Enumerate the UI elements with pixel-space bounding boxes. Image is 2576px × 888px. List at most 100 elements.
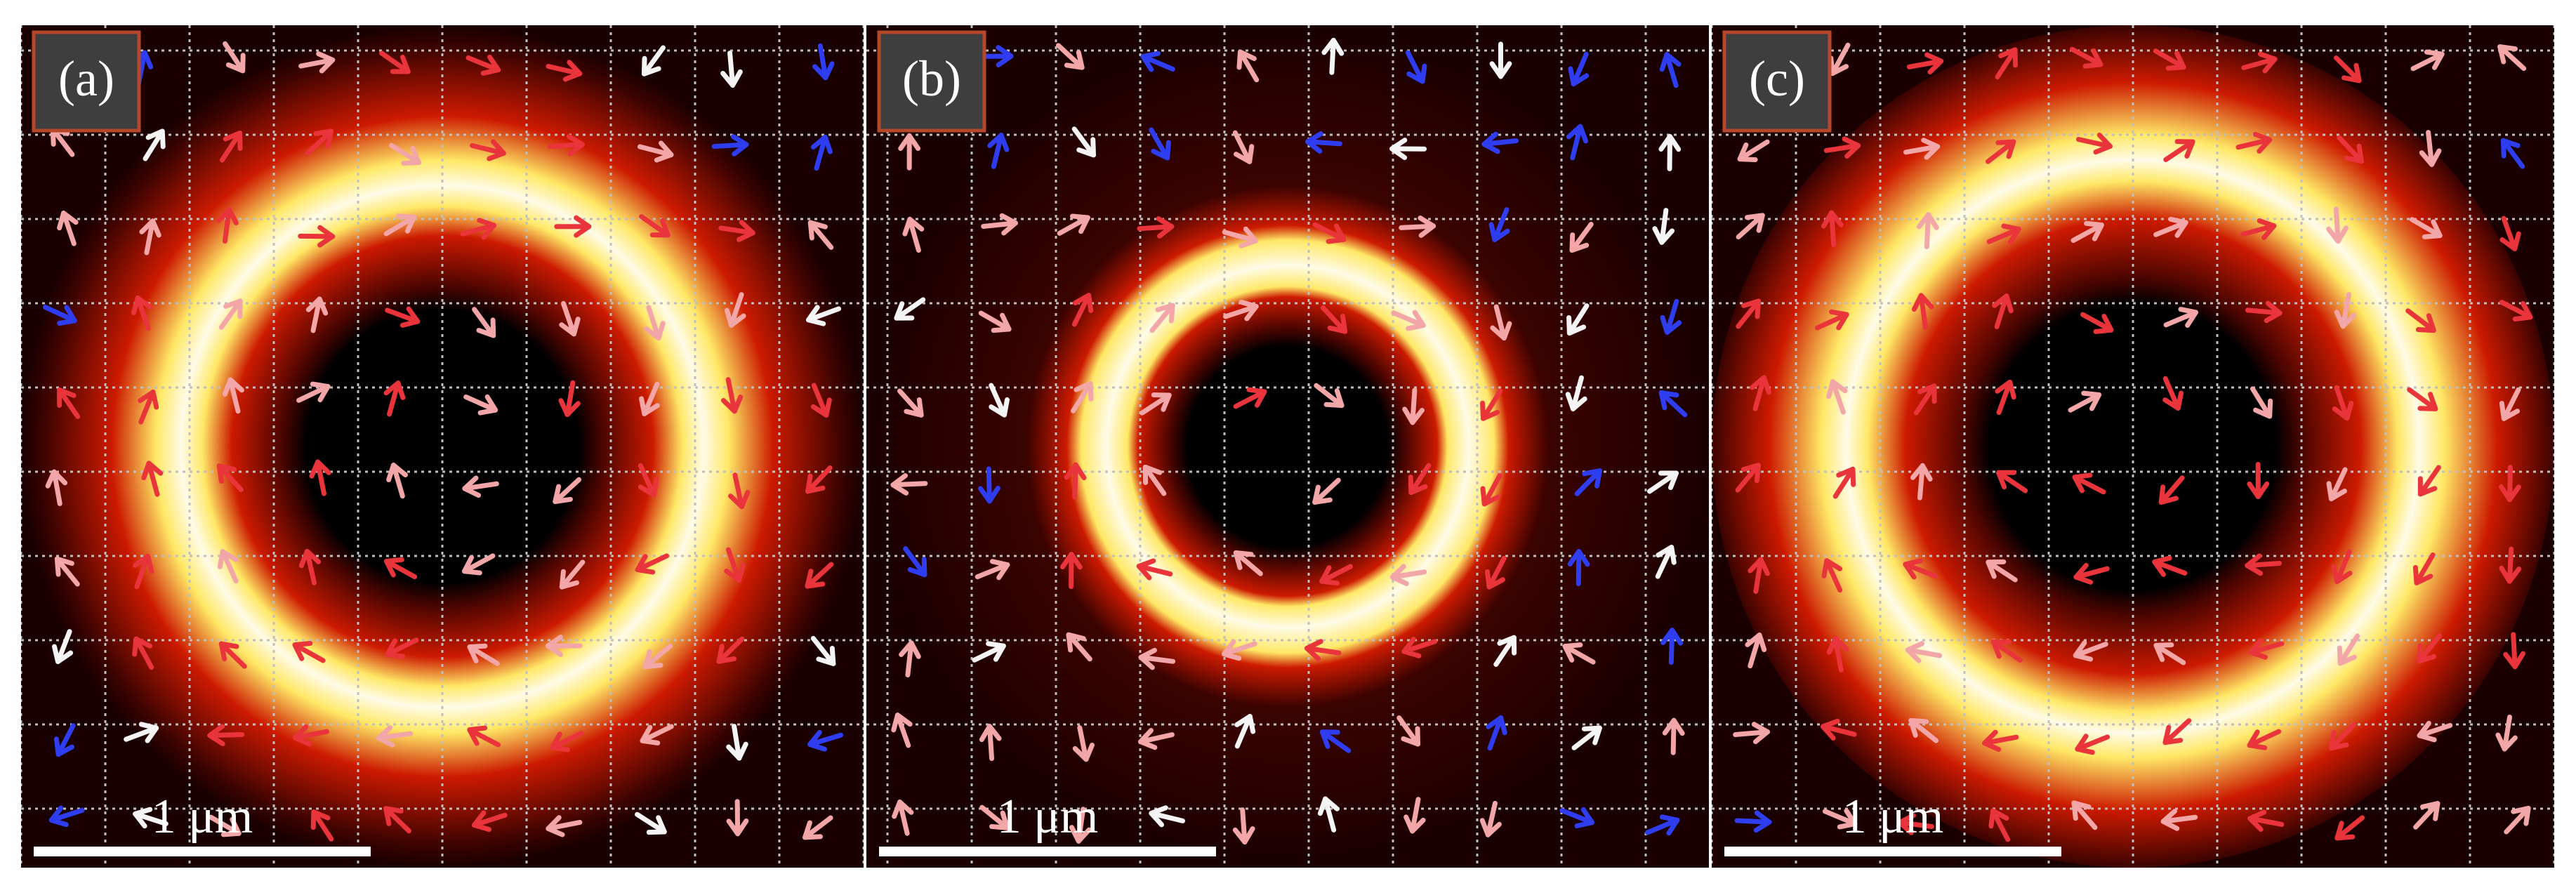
panel-b-label-box [877,30,986,133]
field-arrow [897,388,924,418]
field-arrow [216,463,244,493]
field-arrow [726,799,749,837]
field-arrow [1832,466,1856,499]
panel-c-label-text: (c) [1749,51,1805,107]
field-arrow [1396,715,1421,747]
field-arrow [1057,213,1090,236]
field-arrow [385,306,421,328]
field-arrow [807,729,844,752]
field-arrow [644,305,666,341]
field-arrow [892,799,914,836]
field-arrow [1232,130,1255,164]
field-arrow [639,214,671,238]
field-arrow [640,724,674,745]
field-arrow [2413,801,2440,830]
field-arrow [1234,714,1256,749]
field-arrow [979,804,1010,830]
field-arrow [2419,130,2442,167]
field-arrow [310,809,334,842]
field-arrow [2250,386,2273,419]
field-arrow [978,310,1012,333]
field-arrow [1645,814,1680,836]
field-arrow [545,635,583,657]
panel-b-label-text: (b) [902,51,961,107]
field-arrow [805,562,834,589]
field-arrow [305,128,334,156]
field-arrow [1569,221,1594,253]
field-arrow [1312,477,1341,505]
field-arrow [2499,300,2533,322]
field-arrow [2410,49,2445,72]
field-arrow [2152,555,2188,577]
field-arrow [2075,132,2113,155]
field-arrow [2504,805,2531,835]
field-arrow [2075,734,2111,755]
field-arrow [635,811,667,835]
field-arrow [462,553,496,576]
field-arrow [292,641,326,663]
field-arrow [51,629,74,664]
field-arrow [1484,555,1507,590]
field-arrow [1568,51,1590,87]
field-arrow [1480,472,1502,507]
field-arrow [1055,43,1085,70]
panel-a-label: (a) [32,30,141,133]
field-arrow [810,635,836,666]
field-arrow [2072,472,2106,495]
field-arrow [217,549,239,584]
field-arrow [550,731,584,753]
field-arrow [1233,550,1263,576]
field-arrow [1574,468,1602,496]
field-arrow [53,723,76,757]
field-arrow [1736,298,1762,329]
field-arrow [975,559,1010,581]
field-arrow [546,60,583,82]
field-arrow [207,724,245,747]
field-arrow [222,377,244,414]
panel-a-scale-bar: 1 μm [34,790,371,856]
field-arrow [1071,380,1094,413]
field-arrow [638,463,659,498]
field-arrow [1405,50,1427,84]
field-arrow [987,133,1010,169]
field-arrow [548,133,585,157]
field-arrow [57,387,81,419]
field-arrow [1389,138,1427,160]
field-arrow [309,459,331,496]
field-arrow [1906,52,1944,75]
field-arrow [143,128,166,161]
field-arrow [1646,470,1679,494]
field-arrow [728,472,751,510]
field-arrow [1314,383,1345,409]
field-arrow [726,724,748,761]
field-arrow [2412,552,2436,585]
panel-a-scale-bar-label: 1 μm [152,790,253,844]
field-arrow [1735,463,1762,493]
field-arrow [1734,810,1772,833]
panel-b-scale-bar-line [879,847,1216,856]
field-arrow [1736,213,1765,240]
field-arrow [2333,55,2362,84]
field-arrow [216,206,239,244]
panel-a-arrows [42,41,844,842]
field-arrow [138,390,159,425]
field-arrow [1897,813,1934,835]
field-arrow [467,643,500,666]
field-arrow [1566,124,1589,161]
field-arrow [48,805,85,828]
panel-a: (a) 1 μm [21,25,864,868]
field-arrow [802,815,833,840]
field-arrow [141,460,164,497]
panel-c-scale-bar-label: 1 μm [1842,790,1943,844]
field-arrow [1821,718,1857,741]
field-arrow [1903,558,1938,580]
field-arrow [1571,725,1602,750]
field-arrow [2068,390,2102,413]
field-arrow [2326,206,2349,244]
field-arrow [1822,808,1858,830]
field-arrow [2158,475,2185,505]
field-arrow [298,225,336,248]
field-arrow [810,134,833,171]
field-arrow [1826,379,1848,415]
field-arrow [383,557,418,580]
